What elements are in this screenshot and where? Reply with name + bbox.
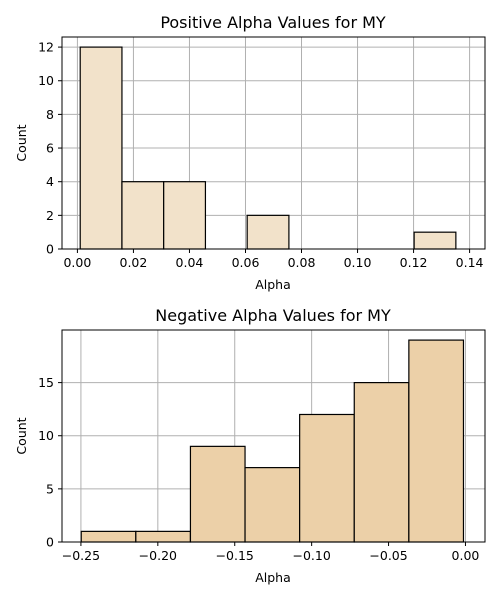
y-tick-label: 0 [46, 242, 54, 257]
histogram-bar [121, 181, 165, 250]
x-tick-label: −0.05 [369, 548, 407, 563]
histogram-bar [299, 413, 355, 543]
histogram-bar [79, 46, 123, 250]
x-tick-label: 0.10 [344, 255, 372, 270]
y-tick-label: 15 [38, 375, 54, 390]
negative-alpha-histogram: Negative Alpha Values for MY −0.25 −0.20−… [14, 306, 486, 585]
y-axis-label: Count [14, 417, 29, 454]
chart-title: Negative Alpha Values for MY [155, 306, 391, 325]
x-tick-label: 0.02 [120, 255, 148, 270]
y-tick-label: 10 [38, 73, 54, 88]
x-tick-label: −0.25 [62, 548, 100, 563]
histogram-bar [246, 214, 290, 250]
y-tick-label: 8 [46, 107, 54, 122]
x-tick-label: 0.00 [452, 548, 480, 563]
x-axis-label: Alpha [255, 570, 291, 585]
chart-title: Positive Alpha Values for MY [160, 13, 386, 32]
histogram-bar [163, 181, 207, 250]
x-tick-label: −0.10 [292, 548, 330, 563]
histogram-bar [80, 530, 137, 543]
x-tick-label: 0.14 [456, 255, 484, 270]
y-tick-label: 0 [46, 535, 54, 550]
y-tick-label: 2 [46, 208, 54, 223]
y-tick-label: 10 [38, 428, 54, 443]
y-tick-label: 6 [46, 141, 54, 156]
x-axis-label: Alpha [255, 277, 291, 292]
x-tick-label: 0.08 [288, 255, 316, 270]
histogram-bar [353, 382, 410, 543]
ticks: −0.25 −0.20 −0.15 −0.10 −0.05 0.00 0 5 10 15 [38, 375, 479, 563]
x-tick-label: 0.04 [176, 255, 204, 270]
ticks: 0.00 0.02 0.04 0.06 0.08 0.10 0.12 0.14 0 2 4 6 8 10 1… [38, 40, 483, 270]
plot-frame [61, 36, 486, 250]
x-tick-label: 0.00 [63, 255, 91, 270]
histogram-bar [413, 231, 457, 250]
histogram-bar [135, 530, 192, 543]
y-tick-label: 4 [46, 174, 54, 189]
positive-alpha-histogram: Positive Alpha Values for MY 0.00 0.02 0.0… [14, 13, 486, 292]
y-axis-label: Count [14, 124, 29, 161]
histogram-bar [189, 445, 246, 543]
x-tick-label: 0.06 [232, 255, 260, 270]
x-tick-label: 0.12 [400, 255, 428, 270]
histogram-bar [244, 467, 301, 543]
bars [80, 339, 465, 543]
x-tick-label: −0.20 [139, 548, 177, 563]
y-tick-label: 5 [46, 481, 54, 496]
x-tick-label: −0.15 [216, 548, 254, 563]
histogram-bar [408, 339, 465, 543]
y-tick-label: 12 [38, 40, 54, 55]
bars [79, 46, 457, 250]
